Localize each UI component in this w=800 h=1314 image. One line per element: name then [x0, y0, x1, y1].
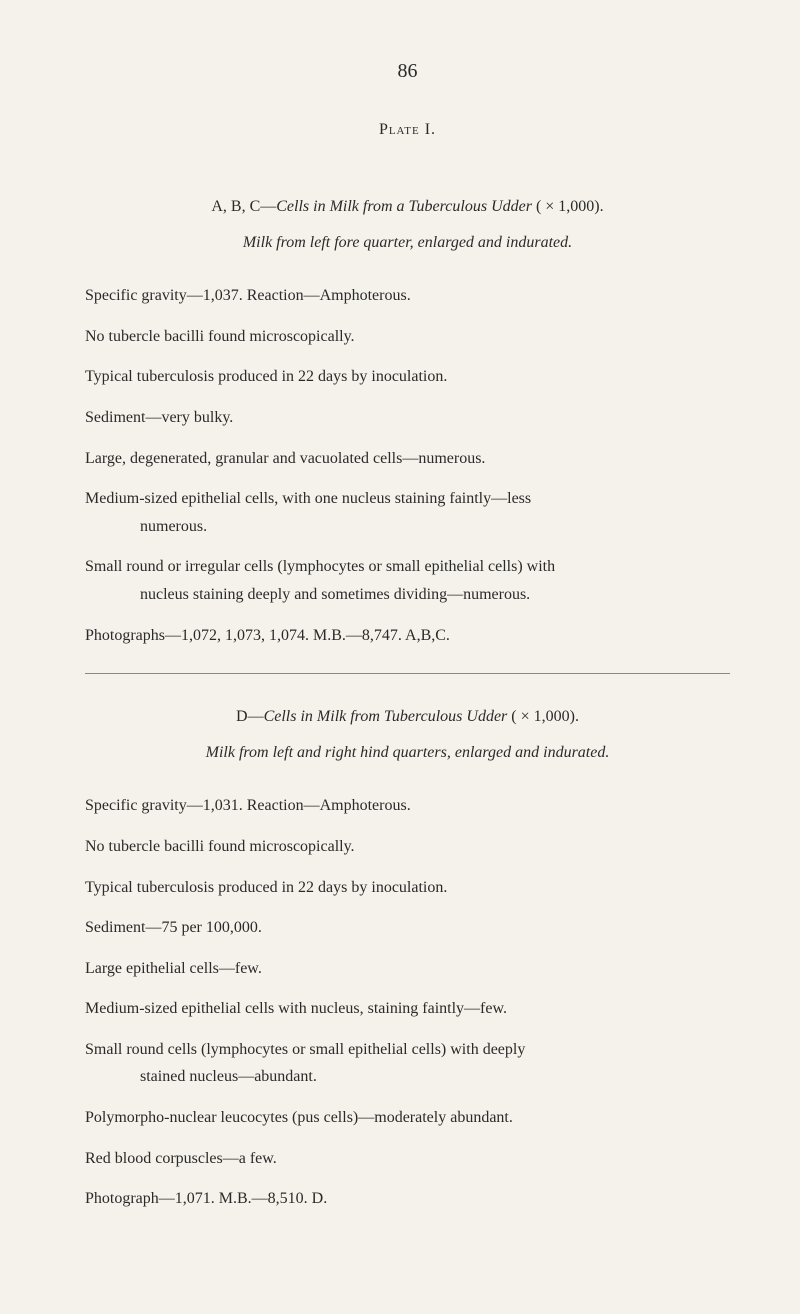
paragraph: Typical tuberculosis produced in 22 days… — [85, 875, 730, 901]
paragraph: Medium-sized epithelial cells, with one … — [85, 486, 730, 512]
paragraph: Small round cells (lymphocytes or small … — [85, 1037, 730, 1063]
paragraph: Sediment—75 per 100,000. — [85, 915, 730, 941]
paragraph: No tubercle bacilli found microscopicall… — [85, 834, 730, 860]
paragraph: Specific gravity—1,031. Reaction—Amphote… — [85, 793, 730, 819]
section-d-subheading: Milk from left and right hind quarters, … — [85, 740, 730, 766]
plate-title: Plate I. — [85, 121, 730, 139]
paragraph: No tubercle bacilli found microscopicall… — [85, 324, 730, 350]
paragraph: Sediment—very bulky. — [85, 405, 730, 431]
paragraph: Red blood corpuscles—a few. — [85, 1146, 730, 1172]
section-a-heading-italic: Cells in Milk from a Tuberculous Udder — [276, 198, 532, 215]
section-d-heading-italic: Cells in Milk from Tuberculous Udder — [264, 708, 508, 725]
paragraph: Polymorpho-nuclear leucocytes (pus cells… — [85, 1105, 730, 1131]
paragraph: Typical tuberculosis produced in 22 days… — [85, 364, 730, 390]
paragraph-indented: numerous. — [85, 514, 730, 540]
paragraph: Photographs—1,072, 1,073, 1,074. M.B.—8,… — [85, 623, 730, 649]
page-number: 86 — [85, 60, 730, 83]
document-page: 86 Plate I. A, B, C—Cells in Milk from a… — [0, 0, 800, 1314]
section-a-subheading: Milk from left fore quarter, enlarged an… — [85, 230, 730, 256]
paragraph: Small round or irregular cells (lymphocy… — [85, 554, 730, 580]
paragraph: Large, degenerated, granular and vacuola… — [85, 446, 730, 472]
paragraph: Photograph—1,071. M.B.—8,510. D. — [85, 1186, 730, 1212]
paragraph-indented: stained nucleus—abundant. — [85, 1064, 730, 1090]
section-divider — [85, 673, 730, 674]
paragraph: Large epithelial cells—few. — [85, 956, 730, 982]
paragraph-indented: nucleus staining deeply and sometimes di… — [85, 582, 730, 608]
section-a-heading: A, B, C—Cells in Milk from a Tuberculous… — [85, 194, 730, 220]
section-d-heading: D—Cells in Milk from Tuberculous Udder (… — [85, 704, 730, 730]
paragraph: Medium-sized epithelial cells with nucle… — [85, 996, 730, 1022]
paragraph: Specific gravity—1,037. Reaction—Amphote… — [85, 283, 730, 309]
